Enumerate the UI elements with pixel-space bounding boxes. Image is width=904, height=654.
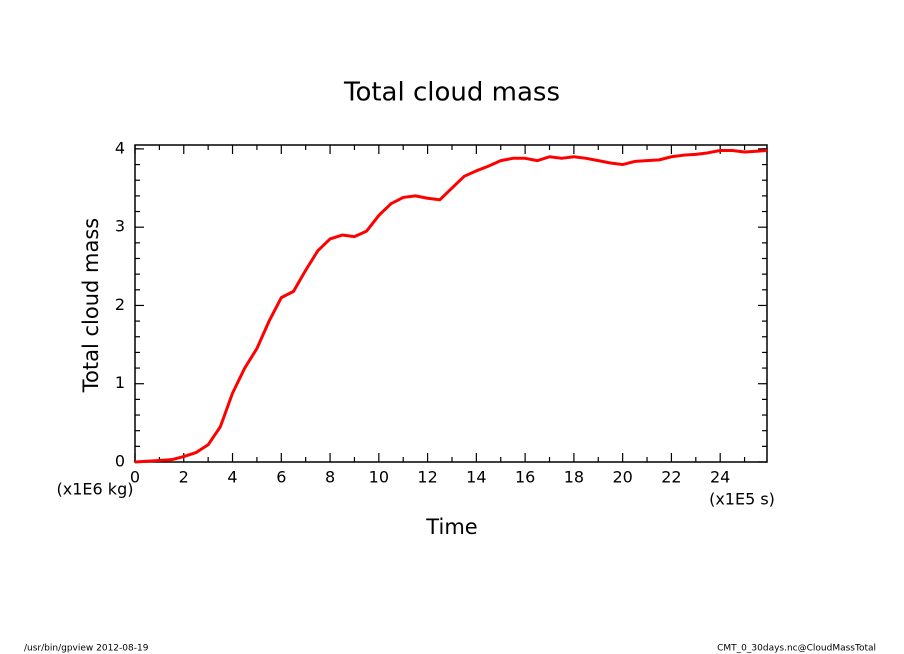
x-tick-label: 20 (612, 468, 632, 487)
plot-frame (134, 144, 768, 463)
footer-left: /usr/bin/gpview 2012-08-19 (24, 644, 149, 654)
x-tick-label: 18 (564, 468, 584, 487)
y-tick-label: 2 (115, 295, 125, 314)
x-tick-label: 22 (661, 468, 681, 487)
x-tick-label: 14 (466, 468, 486, 487)
y-tick-label: 3 (115, 217, 125, 236)
x-tick-label: 4 (227, 468, 237, 487)
y-tick-label: 4 (115, 138, 125, 157)
x-tick-label: 16 (515, 468, 535, 487)
x-tick-label: 8 (325, 468, 335, 487)
x-tick-label: 10 (369, 468, 389, 487)
chart-title: Total cloud mass (343, 78, 560, 108)
footer-right: CMT_0_30days.nc@CloudMassTotal (717, 644, 876, 654)
x-tick-label: 12 (417, 468, 437, 487)
data-line (134, 148, 768, 464)
x-axis-label: Time (425, 515, 477, 539)
y-tick-label: 1 (115, 373, 125, 392)
x-tick-label: 2 (179, 468, 189, 487)
x-unit: (x1E5 s) (709, 490, 775, 509)
x-tick-label: 24 (710, 468, 730, 487)
x-tick-label: 0 (130, 468, 140, 487)
y-tick-label: 0 (115, 452, 125, 471)
y-axis-label: Total cloud mass (79, 218, 103, 393)
x-tick-label: 6 (276, 468, 286, 487)
y-unit: (x1E6 kg) (57, 480, 134, 499)
